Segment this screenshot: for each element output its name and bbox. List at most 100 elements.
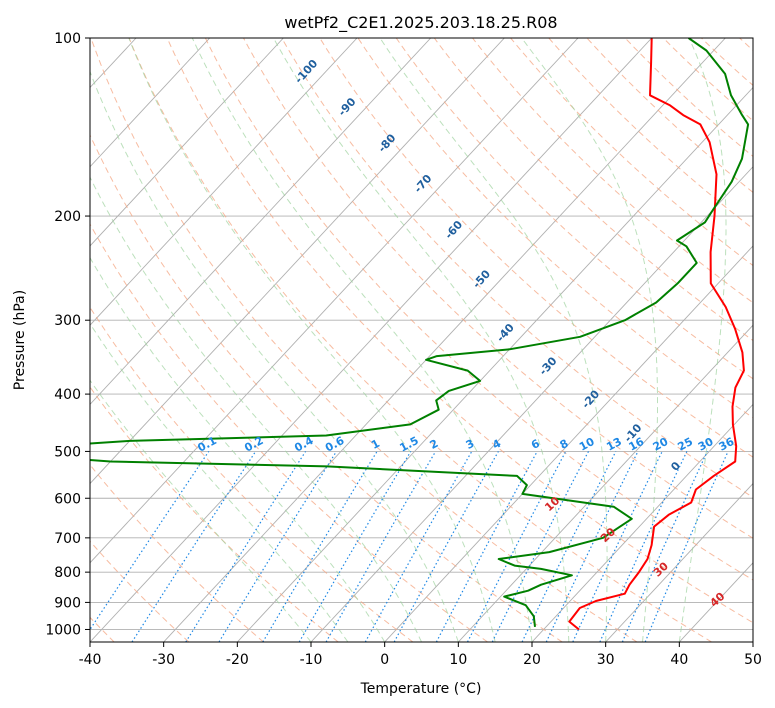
moist-adiabat-line — [379, 38, 608, 642]
x-tick-label: 50 — [744, 652, 762, 668]
mixing-ratio-line — [599, 451, 688, 642]
dry-adiabat-line — [166, 38, 753, 624]
moist-adiabat-line — [90, 322, 349, 642]
mixing-ratio-line — [298, 451, 412, 642]
dry-adiabat-line — [357, 38, 753, 419]
moist-adiabat-line — [128, 38, 496, 642]
mixing-ratio-label: 4 — [490, 437, 503, 452]
mixing-ratio-label: 16 — [627, 435, 647, 454]
isotherm-line — [90, 38, 505, 485]
isotherm-line — [531, 403, 753, 642]
mixing-ratio-line — [545, 451, 639, 642]
moist-adiabat-line — [90, 176, 422, 642]
mixing-ratio-label: 3 — [464, 437, 477, 452]
moist-adiabat-line — [90, 256, 386, 642]
moist-adiabat-label: -30 — [537, 354, 560, 378]
dry-adiabat-line — [586, 38, 753, 194]
isotherm-line — [163, 38, 726, 642]
mixing-ratio-line — [521, 451, 617, 642]
y-tick-label: 800 — [54, 565, 81, 581]
dry-adiabat-line — [472, 38, 753, 304]
dewpoint-line — [90, 38, 750, 628]
isotherm-line — [90, 38, 211, 168]
x-tick-label: -30 — [152, 652, 175, 668]
moist-adiabat-label: -90 — [336, 95, 359, 119]
dry-adiabat-line — [243, 38, 753, 539]
y-tick-label: 600 — [54, 491, 81, 507]
y-tick-label: 400 — [54, 387, 81, 403]
mixing-ratio-line — [491, 451, 590, 642]
moist-adiabat-label: -20 — [579, 387, 602, 411]
moist-adiabat-line — [90, 70, 459, 642]
moist-adiabat-line — [521, 38, 658, 642]
isotherm-line — [90, 38, 432, 406]
mixing-ratio-line — [393, 451, 499, 642]
y-tick-label: 700 — [54, 531, 81, 547]
y-tick-label: 500 — [54, 444, 81, 460]
dry-adiabat-line — [395, 38, 753, 380]
dry-adiabat-line — [90, 38, 638, 642]
x-tick-label: -40 — [79, 652, 102, 668]
mixing-ratio-line — [364, 451, 473, 642]
y-tick-label: 100 — [54, 31, 81, 47]
moist-adiabat-label: -80 — [376, 131, 399, 155]
isotherm-line — [0, 38, 62, 642]
mixing-ratio-line — [218, 451, 337, 642]
moist-adiabat-line — [678, 38, 727, 642]
dry-adiabat-line — [90, 540, 190, 642]
mixing-ratio-label: 20 — [651, 435, 671, 454]
mixing-ratio-line — [325, 451, 437, 642]
x-tick-label: 20 — [523, 652, 541, 668]
mixing-ratio-label: 13 — [604, 435, 624, 454]
isotherm-line — [605, 482, 753, 642]
y-tick-label: 300 — [54, 313, 81, 329]
dry-adiabat-line — [548, 38, 753, 230]
moist-adiabat-label: -50 — [470, 267, 493, 291]
dry-adiabat-line — [128, 38, 712, 642]
x-tick-label: 0 — [380, 652, 389, 668]
isotherm-line — [90, 38, 284, 247]
isotherm-line — [384, 245, 753, 642]
temperature-line — [568, 38, 745, 631]
isotherm-line — [752, 641, 753, 642]
isotherm-line — [679, 562, 753, 642]
mixing-ratio-line — [185, 451, 307, 642]
background-lines — [0, 38, 753, 642]
dry-adiabat-label: 30 — [651, 559, 671, 579]
mixing-ratio-label: 2 — [428, 437, 441, 452]
isotherm-line — [310, 166, 753, 642]
x-tick-label: -20 — [226, 652, 249, 668]
y-tick-label: 900 — [54, 595, 81, 611]
axes: -40 -30 -20 -10 0 10 20 30 40 5010020030040050060… — [45, 31, 762, 668]
dry-adiabat-line — [624, 38, 753, 158]
dry-adiabat-line — [281, 38, 753, 498]
x-tick-label: 10 — [449, 652, 467, 668]
mixing-ratio-line — [262, 451, 378, 642]
isotherm-line — [90, 38, 579, 564]
isotherm-line — [237, 86, 753, 642]
chart-title: wetPf2_C2E1.2025.203.18.25.R08 — [284, 13, 557, 33]
mixing-ratio-line — [644, 451, 729, 642]
plot-frame — [89, 37, 754, 643]
moist-adiabat-label: 0 — [668, 459, 683, 474]
dry-adiabat-label: 20 — [598, 525, 618, 545]
x-tick-label: -10 — [300, 652, 323, 668]
y-tick-label: 200 — [54, 209, 81, 225]
mixing-ratio-label: 30 — [696, 435, 716, 454]
moist-adiabat-label: -70 — [412, 172, 435, 196]
mixing-ratio-label: 25 — [675, 435, 695, 454]
mixing-ratio-line — [572, 451, 663, 642]
mixing-ratio-label: 6 — [529, 437, 542, 452]
moist-adiabat-label: -60 — [442, 218, 465, 242]
x-axis-title: Temperature (°C) — [360, 681, 482, 697]
dry-adiabat-line — [739, 38, 753, 52]
mixing-ratio-label: 10 — [577, 435, 597, 454]
dry-adiabat-line — [90, 133, 563, 642]
y-tick-label: 1000 — [45, 622, 81, 638]
dry-adiabat-line — [319, 38, 753, 458]
profile-lines — [90, 38, 750, 631]
y-axis-title: Pressure (hPa) — [12, 290, 28, 390]
isotherm-line — [90, 38, 653, 642]
dry-adiabat-line — [204, 38, 753, 581]
